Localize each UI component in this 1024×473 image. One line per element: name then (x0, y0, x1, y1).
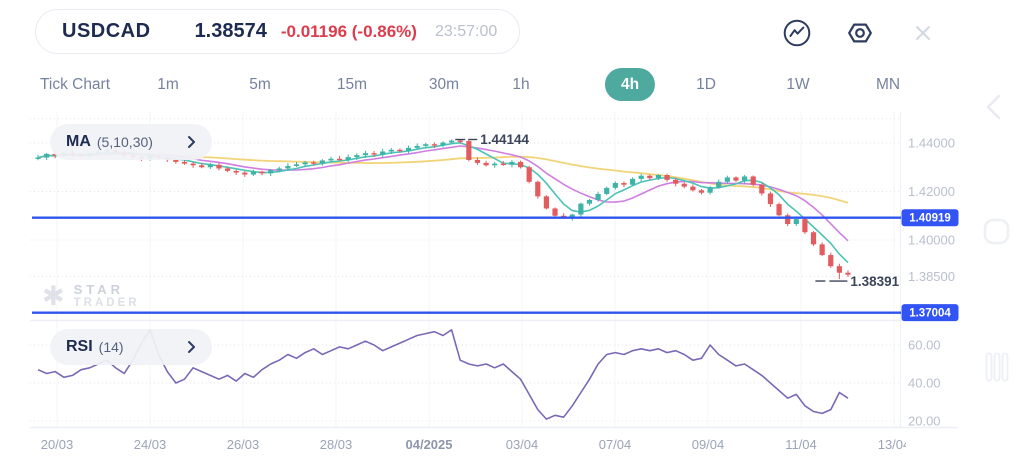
settings-icon[interactable] (845, 18, 875, 48)
separators (30, 112, 958, 429)
level-lines: 1.40919 1.37004 (32, 209, 959, 322)
ma-params: (5,10,30) (96, 134, 153, 150)
tab-15m[interactable]: 15m (336, 76, 368, 93)
svg-text:13/04: 13/04 (878, 437, 911, 452)
svg-text:1.38391: 1.38391 (850, 274, 899, 289)
svg-text:03/04: 03/04 (506, 437, 539, 452)
symbol-name: USDCAD (62, 20, 151, 42)
watermark: ✱ STAR TRADER (42, 282, 140, 310)
ma-label: MA (66, 133, 91, 150)
svg-text:28/03: 28/03 (320, 437, 353, 452)
price-annotations: 1.44144 1.38391 (455, 132, 900, 289)
price-axis-labels: 1.44000 1.42000 1.40000 1.38500 60.00 40.00 20… (908, 136, 955, 429)
tab-30m[interactable]: 30m (428, 76, 460, 93)
price-change: -0.01196 (-0.86%) (280, 21, 417, 41)
ma-indicator-button[interactable]: MA (5,10,30) (50, 124, 212, 160)
collapse-panel-icon[interactable] (984, 93, 1004, 121)
svg-text:1.44000: 1.44000 (908, 136, 955, 151)
rsi-layer (37, 329, 849, 420)
watermark-line1: STAR (73, 282, 125, 297)
rsi-label: RSI (66, 338, 93, 355)
clock: 23:57:00 (434, 22, 498, 40)
tab-1d[interactable]: 1D (696, 76, 716, 93)
star-logo-icon: ✱ (42, 280, 65, 311)
tab-4h[interactable]: 4h (604, 68, 656, 101)
svg-text:60.00: 60.00 (908, 338, 941, 353)
header-icons (782, 18, 938, 48)
symbol-info-pill: USDCAD 1.38574 -0.01196 (-0.86%) 23:57:0… (35, 9, 520, 54)
svg-text:09/04: 09/04 (692, 437, 725, 452)
svg-text:26/03: 26/03 (227, 437, 260, 452)
panels-icon[interactable] (985, 352, 1009, 382)
svg-text:1.37004: 1.37004 (909, 308, 951, 320)
close-icon[interactable] (908, 18, 938, 48)
svg-text:1.44144: 1.44144 (480, 132, 529, 147)
svg-text:20/03: 20/03 (41, 437, 74, 452)
chevron-right-icon (187, 135, 196, 149)
price-level-badge (901, 209, 959, 227)
svg-text:20.00: 20.00 (908, 414, 941, 429)
svg-text:04/2025: 04/2025 (406, 437, 453, 452)
tab-1w[interactable]: 1W (786, 76, 810, 93)
last-price: 1.38574 (194, 20, 267, 42)
tab-1h[interactable]: 1h (512, 76, 530, 93)
tab-5m[interactable]: 5m (249, 76, 271, 93)
price-level-badge (901, 304, 959, 322)
svg-text:1.38500: 1.38500 (908, 269, 955, 284)
rsi-params: (14) (98, 339, 124, 355)
svg-text:1.40000: 1.40000 (908, 233, 955, 248)
ma-lines (37, 141, 849, 264)
pulse-chart-icon[interactable] (782, 18, 812, 48)
rsi-indicator-button[interactable]: RSI (14) (50, 329, 212, 365)
rsi-line (37, 329, 849, 420)
svg-text:24/03: 24/03 (134, 437, 167, 452)
tab-1m[interactable]: 1m (157, 76, 179, 93)
dotted-gridlines (30, 118, 900, 422)
timeframe-tabs: Tick Chart 1m 5m 15m 30m 1h 4h 1D 1W MN (0, 68, 960, 106)
svg-text:07/04: 07/04 (599, 437, 632, 452)
svg-text:11/04: 11/04 (785, 437, 817, 452)
watermark-line2: TRADER (73, 297, 140, 309)
svg-text:40.00: 40.00 (908, 376, 941, 391)
chevron-right-icon (187, 340, 196, 354)
tab-tick-chart[interactable]: Tick Chart (39, 76, 111, 93)
shape-tool-icon[interactable] (983, 218, 1010, 245)
date-axis-labels: 20/03 24/03 26/03 28/03 04/2025 03/04 07/04 09/… (41, 437, 911, 452)
svg-text:1.42000: 1.42000 (908, 184, 955, 199)
tab-mn[interactable]: MN (875, 76, 901, 93)
svg-text:1.40919: 1.40919 (909, 213, 951, 225)
